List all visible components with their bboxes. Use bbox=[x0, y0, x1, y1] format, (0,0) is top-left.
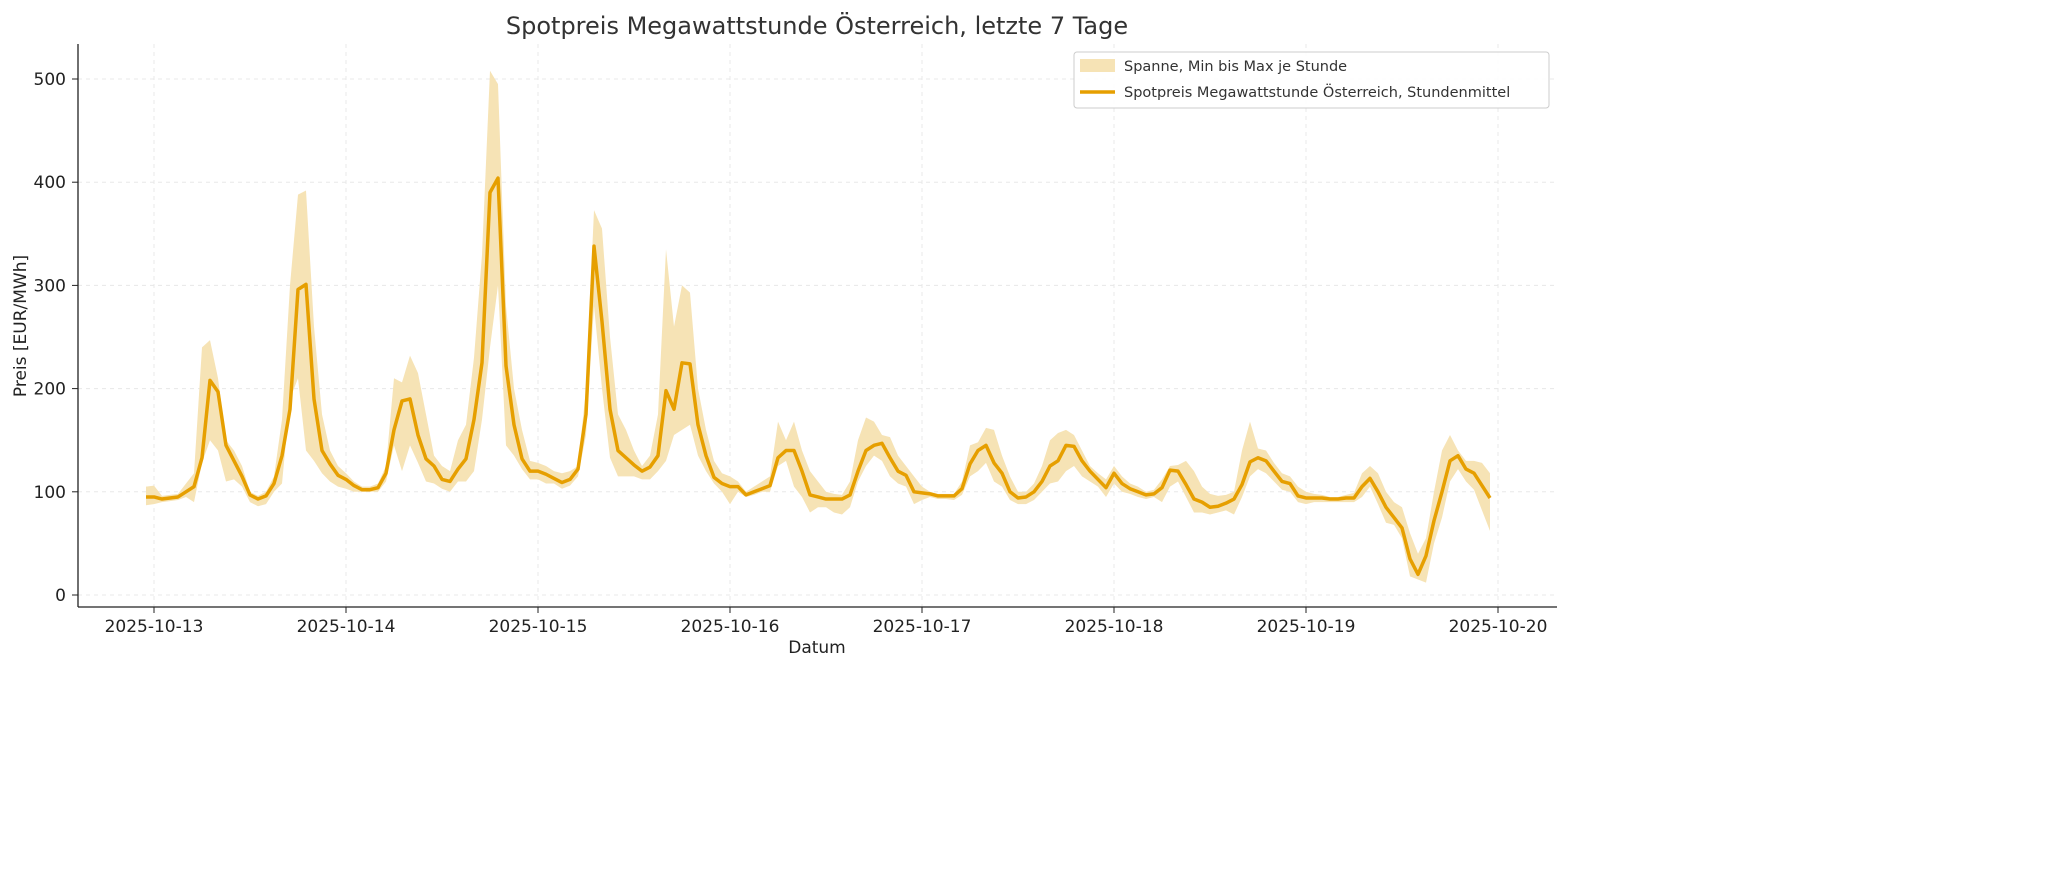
y-tick-label: 500 bbox=[34, 70, 66, 90]
y-axis-label: Preis [EUR/MWh] bbox=[11, 255, 31, 397]
y-tick-label: 400 bbox=[34, 173, 66, 193]
legend-box bbox=[1073, 51, 1550, 109]
legend-line-label: Spotpreis Megawattstunde Österreich, Stu… bbox=[1124, 83, 1510, 101]
legend-band-label: Spanne, Min bis Max je Stunde bbox=[1124, 59, 1347, 75]
y-tick-label: 0 bbox=[55, 586, 66, 606]
y-tick-label: 200 bbox=[34, 380, 66, 400]
x-tick-label: 2025-10-13 bbox=[105, 617, 204, 637]
chart-title: Spotpreis Megawattstunde Österreich, let… bbox=[506, 11, 1128, 40]
x-tick-label: 2025-10-20 bbox=[1449, 617, 1548, 637]
min-max-band bbox=[146, 70, 1490, 583]
x-tick-label: 2025-10-17 bbox=[873, 617, 972, 637]
x-tick-label: 2025-10-14 bbox=[297, 617, 396, 637]
x-tick-label: 2025-10-19 bbox=[1257, 617, 1356, 637]
x-ticks: 2025-10-13 2025-10-14 2025-10-15 2025-10-16… bbox=[105, 607, 1548, 637]
hourly-mean-line bbox=[146, 176, 1492, 577]
legend: Spanne, Min bis Max je Stunde Spotpreis … bbox=[1073, 51, 1550, 109]
legend-band-swatch bbox=[1080, 59, 1115, 72]
x-tick-label: 2025-10-15 bbox=[489, 617, 588, 637]
y-tick-label: 100 bbox=[34, 483, 66, 503]
y-ticks: 0 100 200 300 400 500 bbox=[34, 70, 78, 606]
x-tick-label: 2025-10-16 bbox=[681, 617, 780, 637]
x-tick-label: 2025-10-18 bbox=[1065, 617, 1164, 637]
y-tick-label: 300 bbox=[34, 276, 66, 296]
x-axis-label: Datum bbox=[788, 638, 846, 658]
